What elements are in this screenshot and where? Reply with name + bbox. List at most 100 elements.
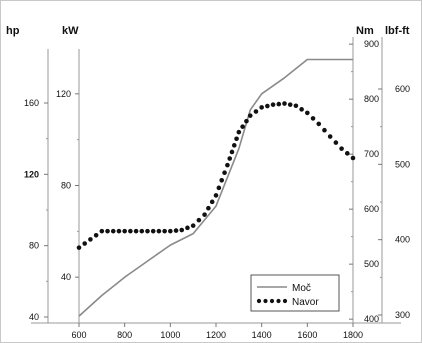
torque-data-point bbox=[122, 228, 127, 234]
kw-tick-label: 120 bbox=[56, 89, 71, 99]
torque-data-point bbox=[270, 102, 276, 107]
hp-tick-label: 160 bbox=[24, 98, 39, 108]
torque-data-point bbox=[133, 228, 139, 234]
lbfft-axis-label: lbf-ft bbox=[385, 25, 410, 37]
torque-dot bbox=[139, 228, 145, 234]
torque-data-point bbox=[202, 212, 207, 217]
torque-dot bbox=[222, 170, 227, 176]
torque-dot bbox=[322, 127, 327, 133]
torque-dot bbox=[299, 107, 304, 112]
legend-torque-dot bbox=[256, 298, 262, 304]
rpm-tick-label: 1400 bbox=[252, 330, 272, 340]
nm-tick-label: 500 bbox=[364, 259, 379, 269]
torque-dot bbox=[219, 177, 225, 183]
torque-data-point bbox=[282, 101, 287, 106]
torque-data-point bbox=[168, 228, 173, 234]
torque-data-point bbox=[190, 223, 196, 228]
kw-axis-label: kW bbox=[62, 25, 79, 37]
nm-tick-label: 600 bbox=[364, 204, 379, 214]
kw-tick-label: 80 bbox=[61, 181, 71, 191]
torque-dot bbox=[185, 225, 190, 231]
nm-tick-label: 700 bbox=[364, 149, 379, 159]
torque-dot bbox=[287, 102, 293, 107]
torque-dot bbox=[276, 101, 282, 107]
kw-tick-label: 40 bbox=[61, 272, 71, 282]
torque-dot bbox=[244, 118, 249, 124]
torque-dot bbox=[82, 241, 88, 246]
lbfft-tick-label: 400 bbox=[395, 235, 410, 245]
rpm-tick-label: 600 bbox=[71, 330, 86, 340]
series-layer bbox=[76, 58, 356, 317]
torque-data-point bbox=[156, 228, 162, 234]
torque-dot bbox=[105, 228, 110, 234]
power-series-line bbox=[78, 58, 353, 317]
torque-dot bbox=[150, 228, 156, 234]
hp-axis-label: hp bbox=[6, 25, 20, 37]
torque-series bbox=[76, 101, 356, 250]
torque-dot bbox=[333, 140, 339, 145]
torque-data-point bbox=[259, 105, 264, 110]
torque-dot bbox=[162, 228, 167, 234]
hp-tick-label: 120 bbox=[24, 169, 39, 179]
torque-dot bbox=[231, 143, 237, 148]
torque-dot bbox=[240, 124, 245, 129]
torque-data-point bbox=[316, 121, 322, 127]
rpm-tick-label: 1000 bbox=[160, 330, 180, 340]
torque-dot bbox=[128, 228, 133, 234]
torque-dot bbox=[116, 228, 122, 234]
nm-tick-label: 400 bbox=[364, 314, 379, 324]
legend-torque-dot bbox=[269, 298, 275, 304]
torque-dot bbox=[216, 185, 222, 191]
lbfft-tick-label: 300 bbox=[395, 310, 410, 320]
torque-data-point bbox=[305, 110, 310, 116]
torque-data-point bbox=[350, 155, 356, 161]
legend: Moč Navor bbox=[250, 274, 340, 312]
torque-dot bbox=[209, 199, 215, 205]
torque-data-point bbox=[99, 228, 105, 234]
lbfft-tick-label: 500 bbox=[395, 159, 410, 169]
legend-torque-dot bbox=[282, 298, 288, 304]
torque-dot bbox=[253, 109, 259, 114]
torque-data-point bbox=[179, 227, 185, 233]
torque-data-point bbox=[339, 146, 344, 151]
torque-dot bbox=[265, 103, 270, 109]
kw-ticks: 40 80 120 bbox=[56, 89, 79, 282]
torque-data-point bbox=[293, 103, 299, 109]
nm-axis-label: Nm bbox=[356, 25, 374, 37]
nm-tick-label: 900 bbox=[364, 39, 379, 49]
legend-box bbox=[250, 274, 340, 312]
hp-tick-label: 40 bbox=[29, 312, 39, 322]
torque-dot bbox=[196, 217, 202, 223]
rpm-tick-label: 1200 bbox=[206, 330, 226, 340]
torque-dot bbox=[93, 232, 99, 238]
legend-torque-swatch bbox=[256, 298, 288, 304]
legend-torque-dot bbox=[276, 298, 281, 304]
torque-dot bbox=[310, 116, 316, 121]
torque-dot bbox=[227, 156, 232, 161]
legend-torque-label: Navor bbox=[292, 297, 319, 308]
torque-data-point bbox=[327, 134, 333, 139]
torque-data-point bbox=[76, 245, 82, 250]
torque-dot bbox=[229, 149, 235, 155]
torque-dot bbox=[173, 228, 179, 233]
lbfft-tick-label: 600 bbox=[395, 84, 410, 94]
hp-ticks: 40 80 120 160 bbox=[24, 98, 48, 322]
torque-data-point bbox=[247, 113, 253, 118]
torque-dot bbox=[234, 136, 239, 142]
torque-dot bbox=[206, 205, 211, 211]
torque-data-point bbox=[236, 129, 242, 135]
rpm-tick-label: 1600 bbox=[297, 330, 317, 340]
lbfft-ticks: 300 400 500 600 bbox=[378, 84, 410, 320]
nm-ticks: 400 500 600 700 800 900 bbox=[349, 39, 379, 324]
legend-power-label: Moč bbox=[292, 283, 311, 294]
torque-data-point bbox=[225, 162, 230, 168]
rpm-ticks: 600 800 1000 1200 1400 1600 1800 bbox=[71, 323, 363, 340]
torque-dot bbox=[344, 151, 350, 156]
hp-tick-label: 80 bbox=[29, 241, 39, 251]
legend-torque-dot bbox=[263, 298, 268, 304]
torque-data-point bbox=[145, 228, 150, 234]
rpm-tick-label: 800 bbox=[117, 330, 132, 340]
torque-data-point bbox=[213, 193, 219, 198]
